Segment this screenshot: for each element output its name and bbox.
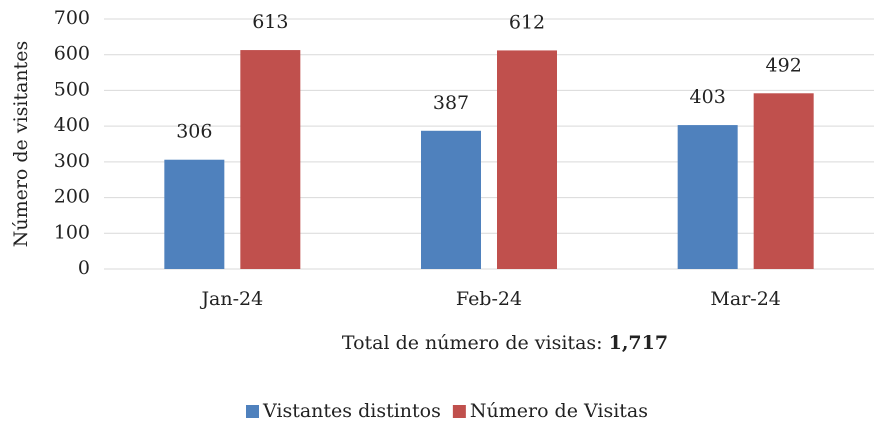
bar (497, 50, 557, 269)
data-label: 306 (176, 121, 212, 143)
y-tick-label: 200 (54, 186, 90, 208)
bar (753, 93, 814, 270)
y-tick-label: 400 (54, 114, 90, 136)
y-tick-label: 100 (54, 221, 90, 243)
x-tick-label: Mar-24 (710, 288, 780, 310)
y-axis-label: Número de visitantes (10, 41, 32, 248)
x-axis-label-total: 1,717 (609, 332, 669, 354)
y-tick-label: 600 (54, 43, 90, 65)
x-tick-label: Jan-24 (199, 288, 263, 310)
y-tick-label: 300 (54, 150, 90, 172)
data-label: 403 (690, 86, 726, 108)
legend-item: Número de Visitas (452, 400, 648, 422)
x-axis-label-text: Total de número de visitas: (342, 332, 603, 354)
data-label: 387 (433, 92, 469, 114)
x-tick-label: Feb-24 (456, 288, 522, 310)
legend-label: Vistantes distintos (262, 400, 441, 422)
y-tick-label: 0 (78, 257, 90, 279)
y-tick-label: 700 (54, 7, 90, 29)
data-label: 492 (766, 54, 802, 76)
legend-swatch (246, 405, 259, 418)
legend-item: Vistantes distintos (246, 400, 441, 422)
data-label: 613 (252, 11, 288, 33)
bar (240, 50, 301, 270)
legend-label: Número de Visitas (470, 400, 648, 422)
legend-swatch (452, 405, 466, 418)
x-axis-label: Total de número de visitas: 1,717 (342, 332, 668, 354)
y-tick-label: 500 (54, 78, 90, 100)
bar (677, 125, 738, 269)
bar (164, 159, 225, 269)
bar (421, 130, 481, 269)
data-label: 612 (509, 11, 545, 33)
